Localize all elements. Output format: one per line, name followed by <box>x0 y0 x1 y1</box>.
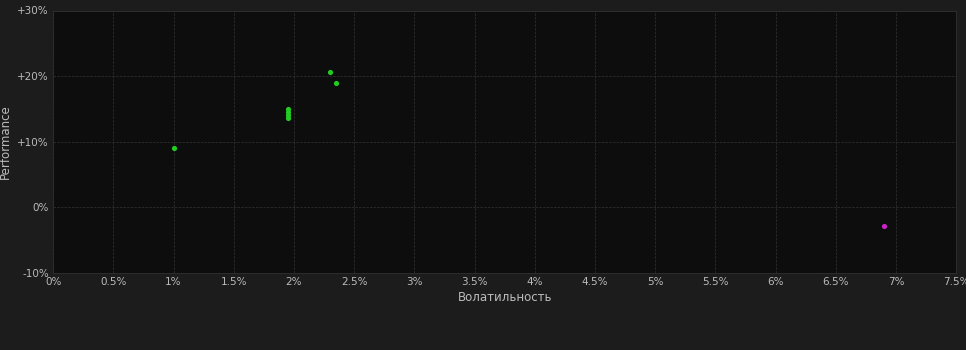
Point <box>280 116 296 121</box>
Point <box>280 106 296 112</box>
Point <box>280 113 296 118</box>
Point <box>280 110 296 115</box>
Y-axis label: Performance: Performance <box>0 104 12 179</box>
Point <box>876 223 892 229</box>
Point <box>323 69 338 74</box>
Point <box>166 146 182 151</box>
X-axis label: Волатильность: Волатильность <box>458 291 552 304</box>
Point <box>328 80 344 85</box>
